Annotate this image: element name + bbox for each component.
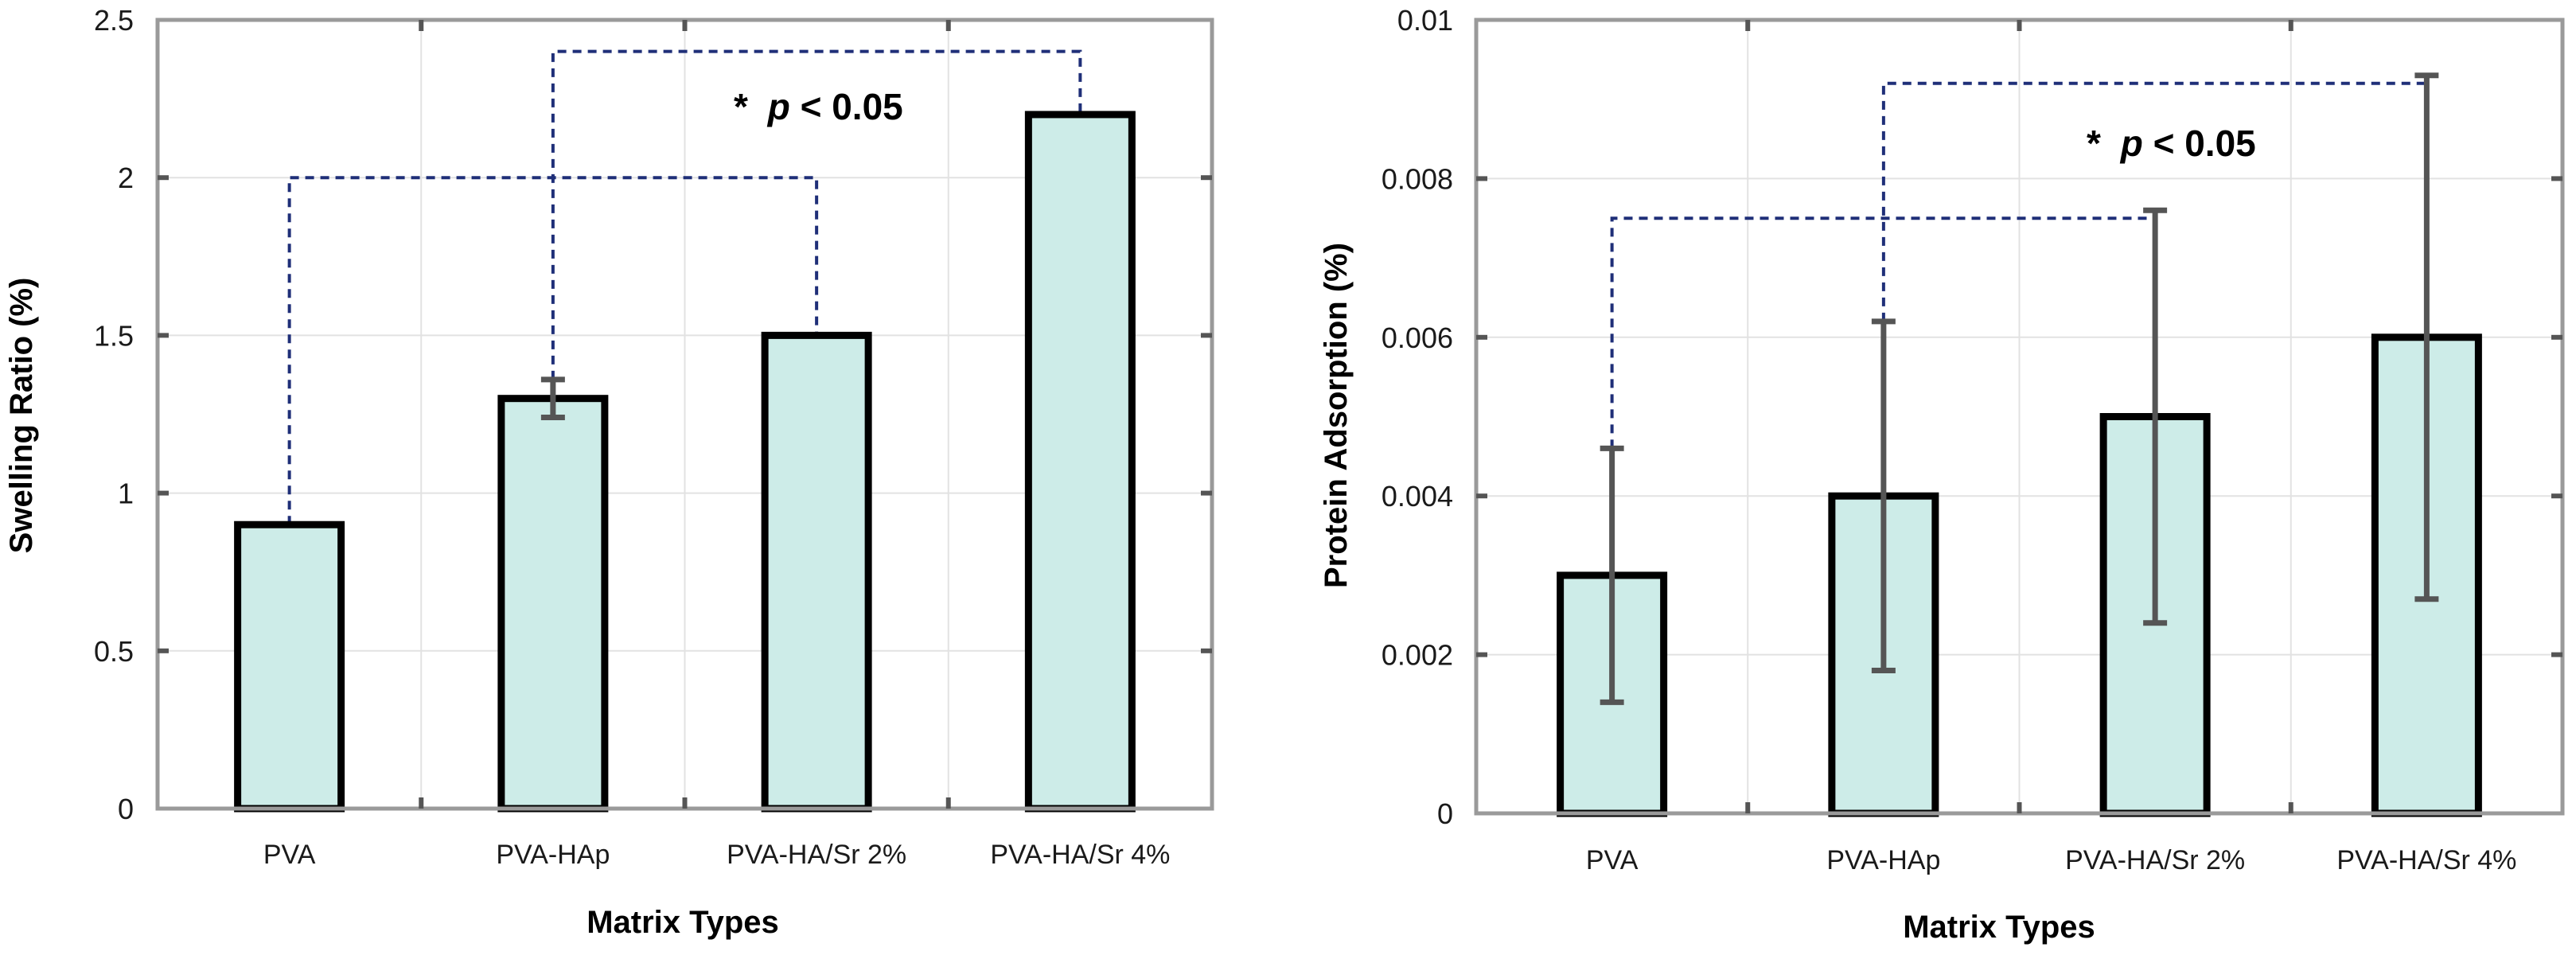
x-category-label: PVA <box>1586 845 1639 875</box>
bar-pva <box>234 520 345 813</box>
y-tick-label: 0.002 <box>1382 639 1453 672</box>
x-axis-title: Matrix Types <box>1903 910 2095 945</box>
x-category-label: PVA-HA/Sr 2% <box>727 840 906 870</box>
y-tick-label: 0.008 <box>1382 162 1453 195</box>
y-axis-title: Swelling Ratio (%) <box>4 278 39 554</box>
bar-pva-ha-sr-4- <box>1024 111 1136 813</box>
bar-pva-hap <box>497 395 609 813</box>
y-axis-title: Protein Adsorption (%) <box>1319 243 1354 588</box>
y-tick-label: 0 <box>1437 797 1453 830</box>
x-category-label: PVA-HAp <box>496 840 610 870</box>
x-category-label: PVA-HA/Sr 4% <box>990 840 1170 870</box>
swelling-ratio-chart: 0 0.5 1 1.5 2 2.5 PVA PVA-HAp PVA-HA/Sr 2% PVA-H… <box>4 4 1214 940</box>
significance-bracket <box>551 49 1082 380</box>
x-category-label: PVA-HA/Sr 2% <box>2065 845 2245 875</box>
y-tick-label: 0.5 <box>94 635 134 668</box>
bar-pva-ha-sr-2- <box>761 331 872 813</box>
y-tick-label: 1.5 <box>94 319 134 352</box>
y-tick-label: 0.004 <box>1382 480 1453 513</box>
y-tick-label: 2 <box>118 162 134 194</box>
x-category-label: PVA <box>263 840 316 870</box>
y-tick-label: 0.006 <box>1382 322 1453 354</box>
y-tick-label: 0.01 <box>1397 4 1453 37</box>
x-category-label: PVA-HAp <box>1826 845 1940 875</box>
y-tick-label: 0 <box>118 793 134 825</box>
protein-adsorption-chart: 0 0.002 0.004 0.006 0.008 0.01 PVA PVA-HAp PVA-… <box>1319 4 2565 945</box>
y-tick-label: 1 <box>118 478 134 510</box>
significance-label: * p < 0.05 <box>734 86 903 127</box>
y-tick-label: 2.5 <box>94 4 134 37</box>
x-axis-title: Matrix Types <box>587 905 779 940</box>
significance-label: * p < 0.05 <box>2087 123 2256 164</box>
x-category-label: PVA-HA/Sr 4% <box>2336 845 2516 875</box>
